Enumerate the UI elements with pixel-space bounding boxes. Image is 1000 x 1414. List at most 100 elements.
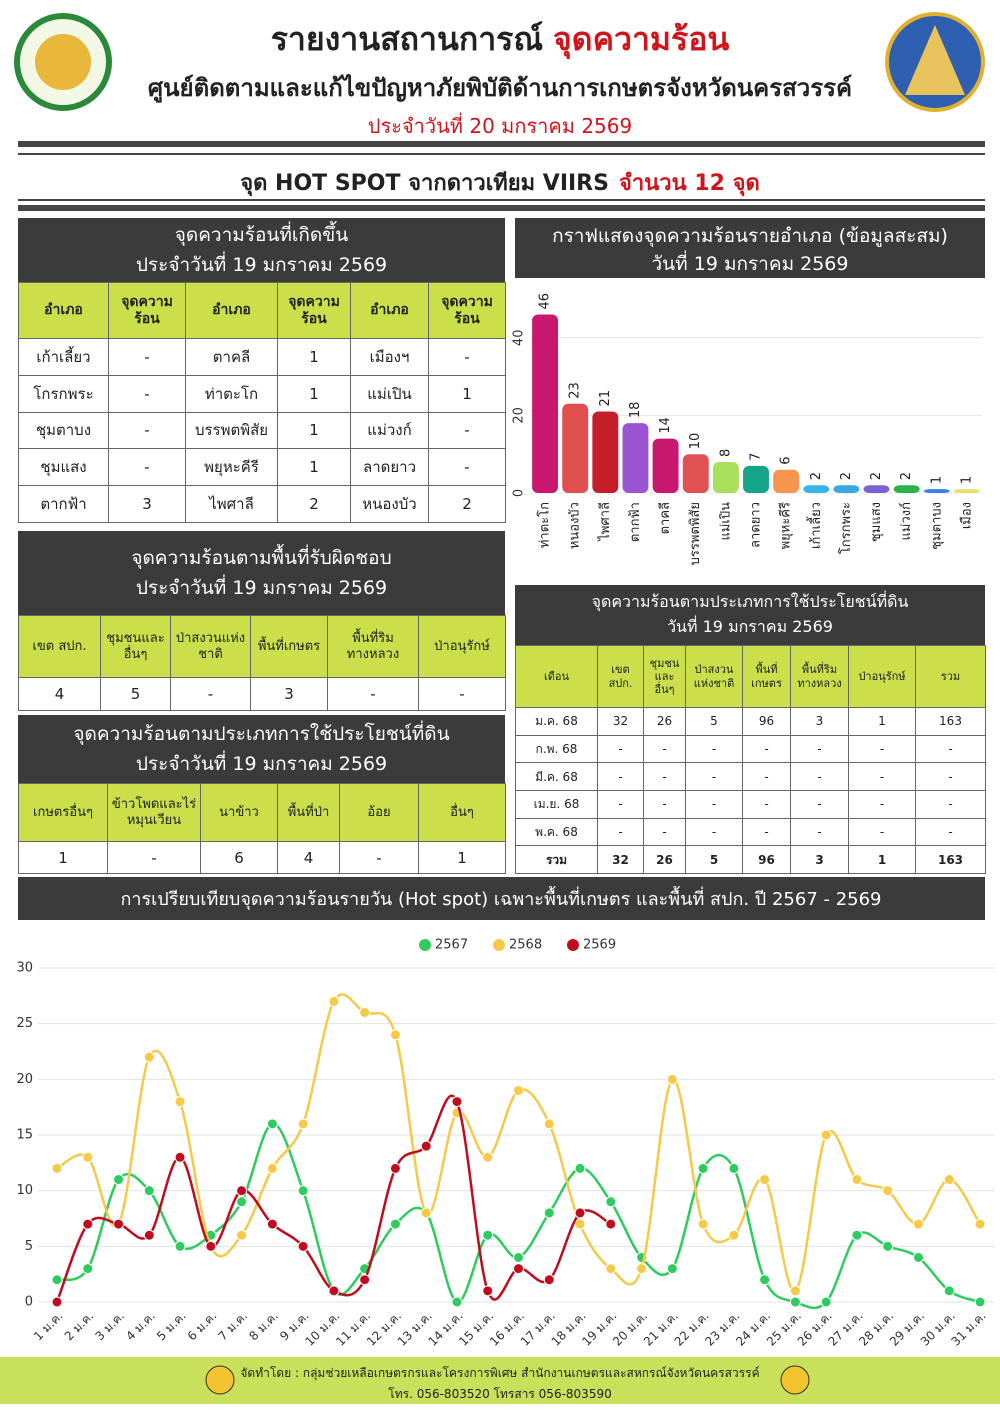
cell: 1 xyxy=(277,448,351,487)
cell: 32 xyxy=(597,707,644,736)
y-tick-label: 20 xyxy=(16,1072,33,1087)
cell: ก.พ. 68 xyxy=(515,734,598,764)
bar xyxy=(682,454,709,493)
bar xyxy=(953,489,980,493)
row: ชุมตาบง - บรรพตพิสัย 1 แม่วงก์ - xyxy=(18,411,506,450)
cell: 1 xyxy=(277,338,351,376)
point xyxy=(389,1162,401,1174)
cell: - xyxy=(915,817,986,847)
value-label: 1 xyxy=(959,476,974,484)
cell: 26 xyxy=(643,707,686,736)
point xyxy=(174,1240,186,1252)
report-date: ประจำวันที่ 20 มกราคม 2569 xyxy=(367,114,633,138)
point xyxy=(605,1263,617,1275)
point xyxy=(389,1218,401,1230)
cell: - xyxy=(339,841,419,874)
cell: - xyxy=(848,817,916,847)
cell: 1 xyxy=(18,841,108,874)
rule xyxy=(18,199,985,201)
cell: 32 xyxy=(597,845,644,875)
province-logo-shrine xyxy=(905,25,965,95)
y-tick-label: 40 xyxy=(512,330,527,347)
row: พ.ค. 68- - - - - - - xyxy=(515,817,986,847)
cell: - xyxy=(107,841,201,874)
x-tick-label: บรรพตพิสัย xyxy=(688,502,703,565)
row: มี.ค. 68- - - - - - - xyxy=(515,762,986,792)
rule xyxy=(18,141,985,147)
cell: ไพศาลี xyxy=(185,485,278,523)
cell: พ.ค. 68 xyxy=(515,817,598,847)
cell: - xyxy=(915,734,986,764)
bar-chart-header xyxy=(515,218,985,278)
banner-highlight: จำนวน 12 จุด xyxy=(618,171,760,196)
footer-band xyxy=(0,1357,1000,1404)
cell: - xyxy=(327,677,419,711)
value-label: 23 xyxy=(568,382,583,399)
point xyxy=(789,1296,801,1308)
cell: - xyxy=(848,734,916,764)
point xyxy=(174,1151,186,1163)
x-tick-label: เก้าเลี้ยว xyxy=(806,502,824,549)
point xyxy=(113,1174,125,1186)
table-district: จุดความร้อนที่เกิดขึ้น ประจำวันที่ 19 มกร… xyxy=(18,218,506,523)
cell: เก้าเลี้ยว xyxy=(18,338,109,376)
x-tick-label: ชุมตาบง xyxy=(929,502,944,550)
x-tick-label: 2 ม.ค. xyxy=(62,1309,97,1344)
bar xyxy=(743,465,769,493)
point xyxy=(420,1140,432,1152)
cell: - xyxy=(742,762,791,792)
header-row: เกษตรอื่นๆ ข้าวโพดและไร่หมุนเวียน นาข้าว พื… xyxy=(18,783,506,842)
cell: 3 xyxy=(790,845,849,875)
row: เม.ย. 68- - - - - - - xyxy=(515,790,986,819)
point xyxy=(574,1162,586,1174)
cell: แม่วงก์ xyxy=(350,411,429,450)
bar xyxy=(833,485,860,493)
point xyxy=(297,1185,309,1197)
y-tick-label: 0 xyxy=(25,1295,33,1310)
title-main: รายงานสถานการณ์ xyxy=(270,20,544,58)
value-label: 21 xyxy=(598,390,613,407)
header-cell: อำเภอ xyxy=(185,282,278,339)
x-tick-label: ท่าตะโก xyxy=(537,502,553,548)
cell: 96 xyxy=(742,845,791,875)
value-label: 10 xyxy=(688,433,703,450)
table-title: จุดความร้อนที่เกิดขึ้น ประจำวันที่ 19 มกร… xyxy=(18,218,505,282)
header-cell: พื้นที่ริมทางหลวง xyxy=(790,645,849,708)
series-line xyxy=(56,993,982,1293)
header-cell: เขต สปก. xyxy=(597,645,644,708)
point xyxy=(482,1285,494,1297)
cell: - xyxy=(643,790,686,819)
bar-chart-subtitle: วันที่ 19 มกราคม 2569 xyxy=(652,250,849,275)
cell: 1 xyxy=(418,841,506,874)
cell: ท่าตะโก xyxy=(185,374,278,413)
point xyxy=(482,1151,494,1163)
point xyxy=(728,1162,740,1174)
point xyxy=(974,1218,986,1230)
x-tick-label: โกรกพระ xyxy=(838,502,854,554)
point xyxy=(82,1151,94,1163)
point xyxy=(328,995,340,1007)
cell: - xyxy=(108,411,186,450)
header-row: เขต สปก. ชุมชนและอื่นๆ ป่าสงวนแห่งชาติ พื้น… xyxy=(18,615,506,678)
cell: - xyxy=(742,734,791,764)
cell: 3 xyxy=(790,707,849,736)
x-tick-label: 31 ม.ค. xyxy=(949,1309,989,1349)
x-tick-label: 3 ม.ค. xyxy=(92,1309,127,1344)
footer-contact: โทร. 056-803520 โทรสาร 056-803590 xyxy=(388,1387,612,1401)
point xyxy=(236,1196,248,1208)
point xyxy=(297,1240,309,1252)
cell: รวม xyxy=(515,845,598,875)
table-monthly: จุดความร้อนตามประเภทการใช้ประโยชน์ที่ดิน… xyxy=(515,585,986,875)
point xyxy=(605,1196,617,1208)
value-label: 7 xyxy=(749,453,764,461)
table-title-line: วันที่ 19 มกราคม 2569 xyxy=(667,617,833,636)
header-cell: นาข้าว xyxy=(200,783,278,842)
bar xyxy=(712,461,739,493)
point xyxy=(513,1084,524,1096)
cell: - xyxy=(108,448,186,487)
bar-chart-title: กราฟแสดงจุดความร้อนรายอำเภอ (ข้อมูลสะสม) xyxy=(552,225,948,248)
cell: 96 xyxy=(742,707,791,736)
y-tick-label: 25 xyxy=(16,1016,33,1031)
point xyxy=(82,1218,94,1230)
